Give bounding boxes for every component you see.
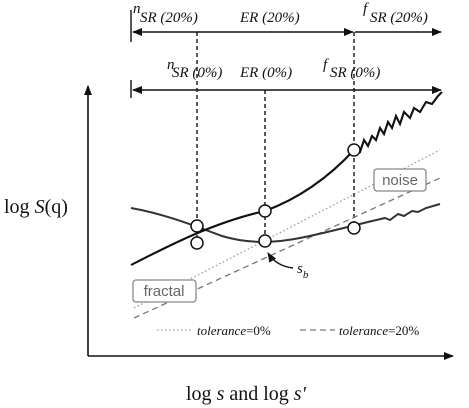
sb-label: sb <box>297 261 309 281</box>
fsr20-label: SR (20%) <box>370 10 428 26</box>
fsr0-label: SR (0%) <box>330 65 380 81</box>
marker-fsr-lower <box>347 221 361 235</box>
y-axis-label: log S(q) <box>4 196 68 218</box>
nsr0-superscript: n <box>167 57 175 73</box>
noise-box <box>373 168 427 192</box>
sb-arrow <box>267 252 294 269</box>
tolerance-20-fit-line <box>133 177 441 319</box>
noise-label: noise <box>382 172 418 189</box>
nsr20-label: SR (20%) <box>140 10 198 26</box>
noise-curve <box>130 203 441 243</box>
fractal-curve <box>130 91 443 266</box>
fsr0-superscript: f <box>323 57 329 73</box>
fractal-box <box>132 279 197 303</box>
fractal-label: fractal <box>144 283 185 300</box>
marker-er-upper <box>258 204 272 218</box>
nsr0-label: SR (0%) <box>172 65 222 81</box>
legend-tolerance-20-label: tolerance=20% <box>339 323 419 338</box>
er0-label: ER (0%) <box>239 65 292 81</box>
nsr20-superscript: n <box>133 1 141 17</box>
marker-fsr-upper <box>347 143 361 157</box>
marker-nsr-upper <box>190 219 204 233</box>
marker-nsr-lower <box>190 236 204 250</box>
er20-label: ER (20%) <box>239 10 300 26</box>
x-axis-label: log s and log s' <box>186 383 307 405</box>
fsr20-superscript: f <box>363 1 369 17</box>
legend-tolerance-0-label: tolerance=0% <box>197 323 271 338</box>
marker-er-lower <box>258 234 272 248</box>
